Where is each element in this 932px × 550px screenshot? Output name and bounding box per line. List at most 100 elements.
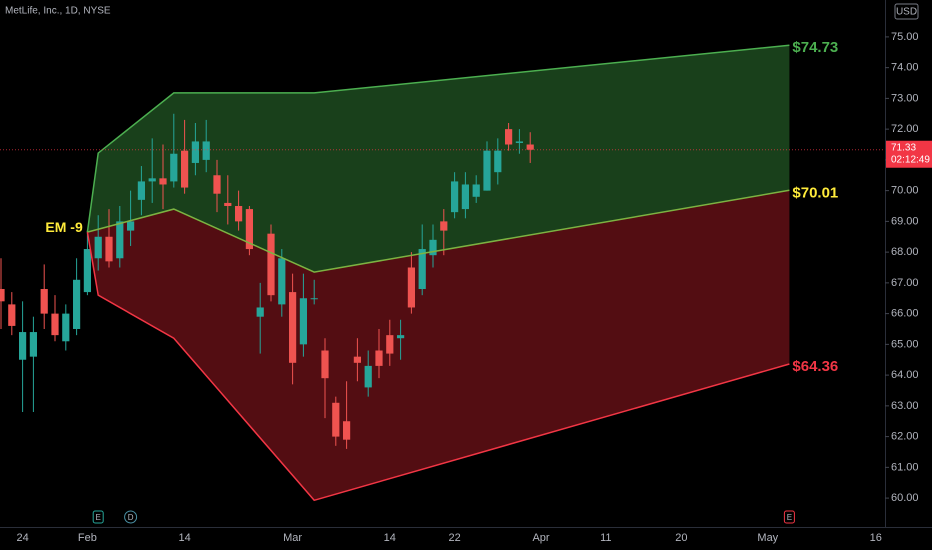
candle-body [51,313,59,336]
y-tick-label: 65.00 [891,338,919,350]
countdown-label: 02:12:49 [891,154,930,165]
candle-body [483,150,491,191]
candle-body [170,153,178,182]
candle-body [289,292,297,363]
currency-label: USD [896,7,917,18]
x-tick-label: Mar [283,532,302,544]
y-tick-label: 70.00 [891,185,919,197]
currency-badge[interactable] [894,3,919,20]
y-tick-label: 60.00 [891,492,919,504]
upper-band-line [86,44,790,233]
candle-body [73,279,81,329]
lower-band-fill [87,190,790,501]
x-tick-label: 14 [384,532,396,544]
chart-title: MetLife, Inc., 1D, NYSE [5,6,111,17]
candle-body [472,184,480,197]
last-price-badge [886,140,932,168]
candle-body [148,178,156,182]
candle-body [29,332,37,357]
candle-body [0,289,5,302]
candle-body [299,298,307,345]
candle-body [364,365,372,388]
event-label: D [128,513,134,522]
event-icon [783,510,795,524]
candle-body [159,178,167,185]
y-tick-label: 62.00 [891,431,919,443]
event-label: E [96,513,101,522]
candle-body [505,129,513,145]
candle-body [515,141,523,143]
candle-body [418,249,426,290]
candle-body [332,402,340,437]
x-tick-label: 14 [178,532,190,544]
candle-body [224,202,232,207]
x-tick-label: 20 [675,532,687,544]
candle-body [256,307,264,317]
x-tick-label: Feb [78,532,97,544]
candle-body [19,332,27,360]
candle-body [245,209,253,250]
candle-body [40,289,48,314]
candle-body [137,181,145,200]
event-icon [92,510,104,524]
y-tick-label: 74.00 [891,62,919,74]
last-price-label: 71.33 [891,142,916,153]
x-tick-label: 24 [16,532,28,544]
lower-band-line [86,231,790,502]
y-tick-label: 63.00 [891,400,919,412]
expected-move-label: EM -9 [45,219,83,235]
x-tick-label: 16 [870,532,882,544]
candle-body [321,350,329,379]
x-tick-label: 22 [448,532,460,544]
upper-band-label: $74.73 [792,39,838,56]
candle-body [440,221,448,231]
candle-body [429,239,437,256]
candle-body [407,267,415,308]
candle-body [62,313,70,342]
y-tick-label: 61.00 [891,461,919,473]
candle-body [343,421,351,440]
x-tick-label: Apr [532,532,549,544]
y-tick-label: 66.00 [891,308,919,320]
candle-body [461,184,469,210]
candle-body [235,206,243,222]
middle-band-line [87,189,790,273]
candle-body [181,150,189,188]
x-tick-label: 11 [600,532,611,544]
candle-body [397,335,405,339]
candle-body [213,175,221,194]
candle-body [191,141,199,163]
y-tick-label: 67.00 [891,277,919,289]
candle-body [202,141,210,160]
candle-body [116,221,124,259]
event-label: E [787,513,792,522]
candle-body [83,249,91,293]
candle-body [386,335,394,354]
event-icon [124,510,138,524]
candle-body [127,221,135,231]
y-tick-label: 68.00 [891,246,919,258]
upper-band-fill [87,45,790,273]
y-tick-label: 73.00 [891,92,919,104]
y-tick-label: 72.00 [891,123,919,135]
candle-body [94,236,102,259]
candle-body [375,350,383,366]
candle-body [267,233,275,296]
lower-band-label: $64.36 [792,358,838,375]
candle-body [278,258,286,305]
candle-body [8,304,16,326]
y-tick-label: 75.00 [891,31,919,43]
y-tick-label: 64.00 [891,369,919,381]
x-tick-label: May [757,532,778,544]
candle-body [310,298,318,300]
candle-body [353,356,361,363]
middle-band-label: $70.01 [792,184,838,201]
candle-body [105,236,113,262]
y-tick-label: 69.00 [891,215,919,227]
candle-body [494,150,502,173]
candle-body [526,144,534,150]
candle-body [451,181,459,213]
